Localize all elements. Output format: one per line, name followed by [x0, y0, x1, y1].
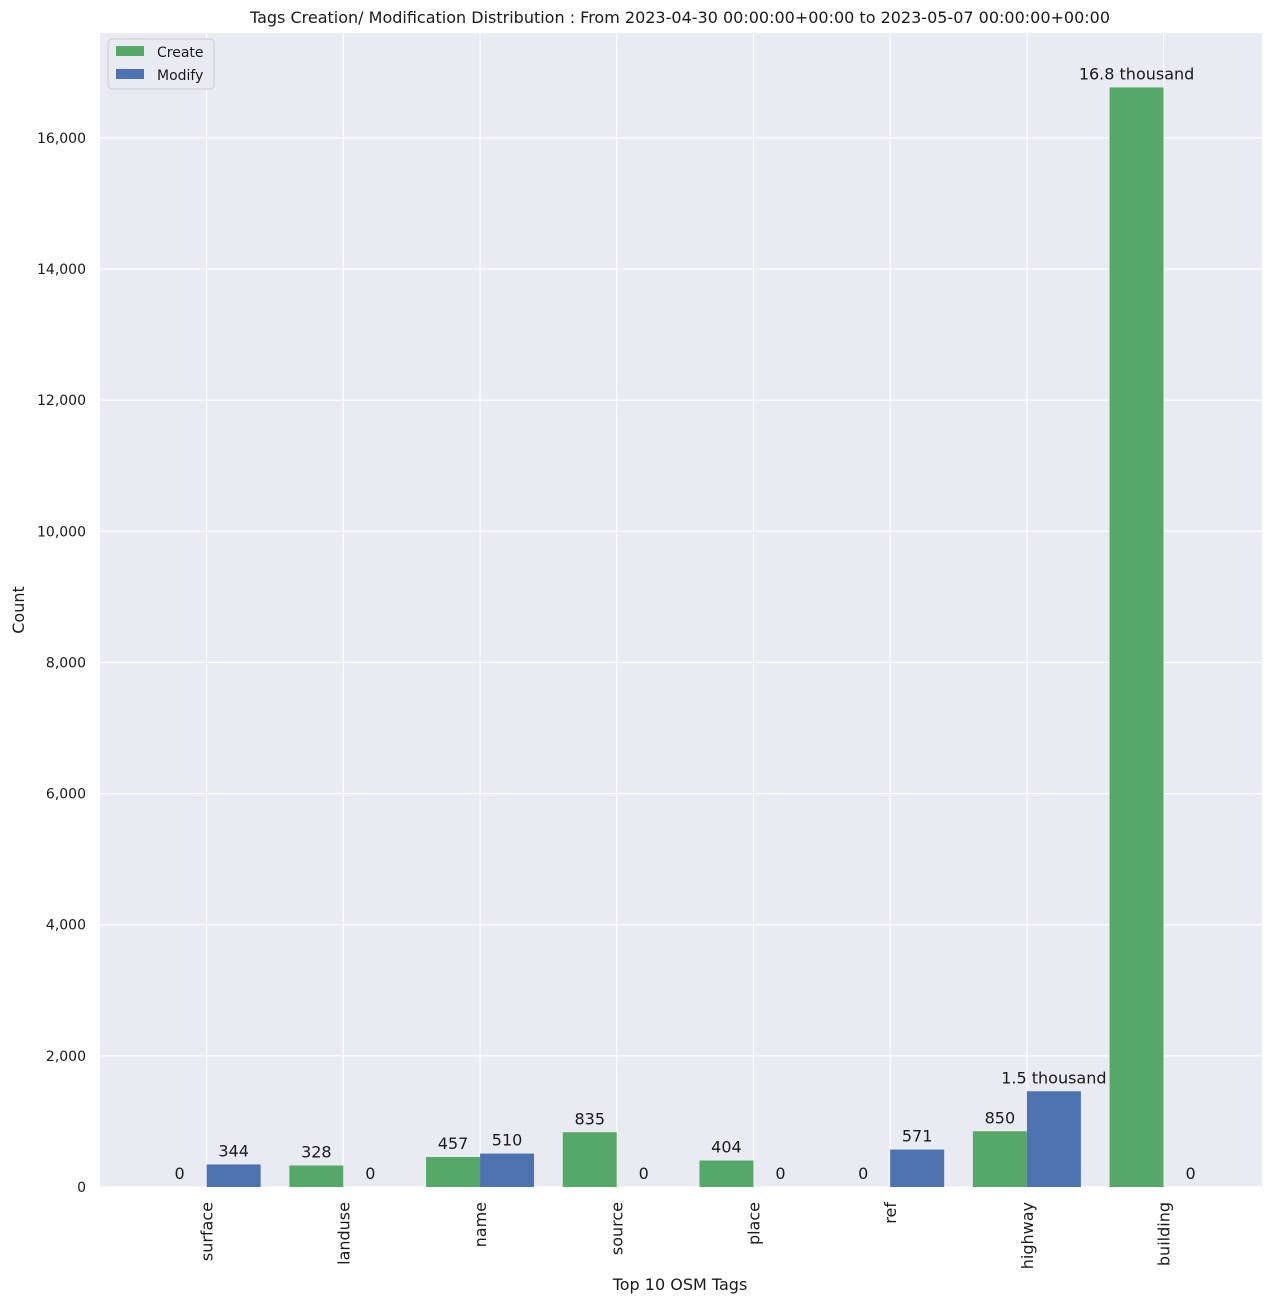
- data-label: 328: [301, 1142, 332, 1161]
- bar-create: [426, 1157, 481, 1187]
- bar-modify: [890, 1149, 945, 1187]
- data-label: 571: [902, 1127, 933, 1146]
- x-tick-label: surface: [198, 1202, 217, 1261]
- data-label: 0: [775, 1164, 785, 1183]
- data-label: 457: [438, 1134, 469, 1153]
- legend: Create Modify: [107, 38, 215, 90]
- x-tick-label: building: [1155, 1202, 1174, 1266]
- y-tick-label: 10,000: [37, 524, 86, 540]
- x-tick-label: ref: [881, 1202, 900, 1224]
- y-tick-label: 14,000: [37, 262, 86, 278]
- data-label: 0: [1185, 1164, 1195, 1183]
- data-label: 510: [492, 1131, 523, 1150]
- x-axis-label: Top 10 OSM Tags: [612, 1275, 748, 1294]
- legend-swatch-create: [116, 46, 144, 56]
- data-label: 404: [711, 1138, 742, 1157]
- bar-create: [562, 1132, 617, 1187]
- x-tick-label: source: [608, 1202, 627, 1255]
- legend-label-create: Create: [157, 45, 204, 61]
- data-label: 835: [574, 1109, 605, 1128]
- y-tick-label: 12,000: [37, 393, 86, 409]
- x-tick-label: place: [744, 1202, 763, 1245]
- bars: [206, 87, 1164, 1187]
- bar-create: [289, 1165, 344, 1187]
- data-label: 16.8 thousand: [1079, 64, 1195, 83]
- data-labels: 0 328 457 835 404 0 850 16.8 thousand 344 0 510 0 0 5…: [175, 64, 1196, 1183]
- x-axis-ticks: surface landuse name source place ref highway b…: [198, 1202, 1174, 1270]
- bar-create: [699, 1160, 754, 1187]
- data-label: 0: [639, 1164, 649, 1183]
- bar-modify: [480, 1153, 535, 1187]
- plot-area: [100, 33, 1262, 1187]
- y-axis-ticks: 0 2,000 4,000 6,000 8,000 10,000 12,000 14,000 1…: [37, 131, 86, 1196]
- legend-swatch-modify: [116, 69, 144, 79]
- y-tick-label: 2,000: [46, 1049, 86, 1065]
- bar-modify: [1026, 1091, 1081, 1187]
- bar-modify: [206, 1164, 261, 1187]
- bar-create: [972, 1131, 1027, 1187]
- x-tick-label: landuse: [334, 1202, 353, 1265]
- y-axis-label: Count: [9, 586, 28, 634]
- chart-title: Tags Creation/ Modification Distribution…: [249, 8, 1110, 27]
- x-tick-label: highway: [1018, 1202, 1037, 1269]
- data-label: 344: [218, 1141, 249, 1160]
- data-label: 0: [365, 1164, 375, 1183]
- data-label: 0: [858, 1164, 868, 1183]
- y-tick-label: 16,000: [37, 131, 86, 147]
- data-label: 1.5 thousand: [1001, 1068, 1106, 1087]
- y-tick-label: 4,000: [46, 918, 86, 934]
- y-tick-label: 8,000: [46, 655, 86, 671]
- data-label: 850: [985, 1108, 1016, 1127]
- legend-label-modify: Modify: [157, 68, 203, 84]
- bar-create: [1109, 87, 1164, 1187]
- x-tick-label: name: [471, 1202, 490, 1247]
- y-tick-label: 6,000: [46, 787, 86, 803]
- data-label: 0: [175, 1164, 185, 1183]
- y-tick-label: 0: [77, 1180, 86, 1196]
